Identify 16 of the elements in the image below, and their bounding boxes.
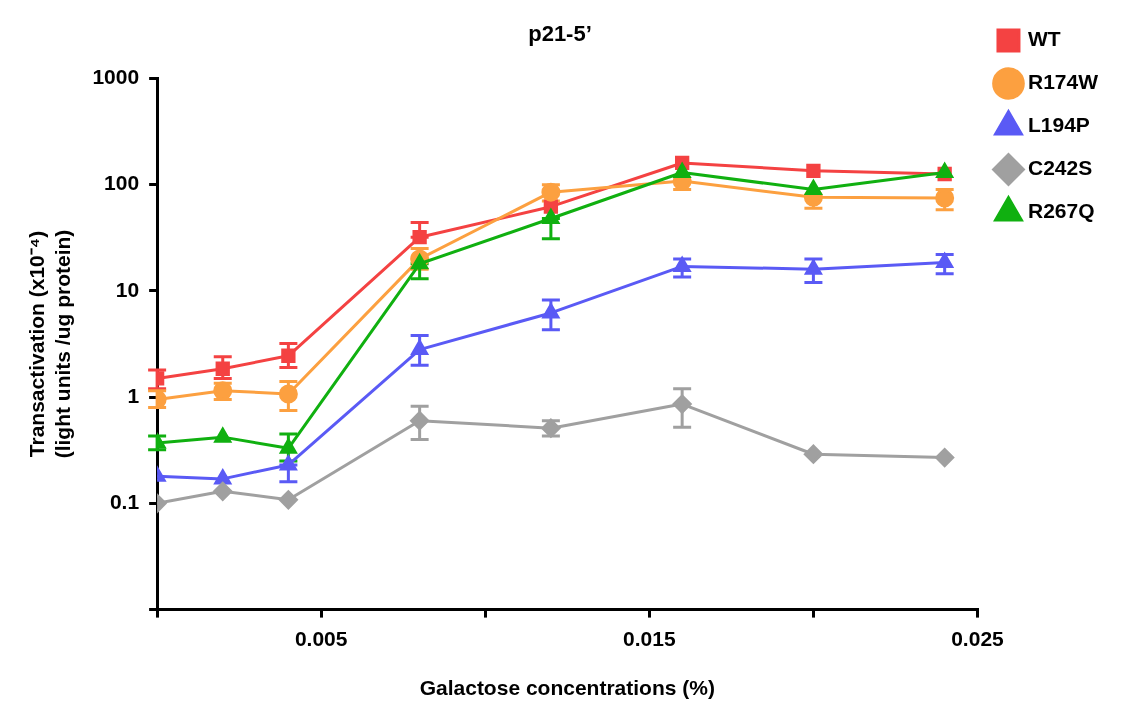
y-tick-label: 1 xyxy=(127,383,140,407)
y-tick-label: 0.1 xyxy=(109,490,140,514)
legend-label: R267Q xyxy=(1027,199,1095,223)
legend-label: C242S xyxy=(1027,156,1093,180)
y-tick-label: 1000 xyxy=(92,65,140,89)
x-tick-label: 0.015 xyxy=(623,627,676,650)
legend-label: L194P xyxy=(1027,113,1090,137)
legend-label: R174W xyxy=(1027,70,1099,94)
y-tick-label: 100 xyxy=(104,171,140,195)
x-tick-label: 0.025 xyxy=(951,627,1005,650)
y-tick-label: 10 xyxy=(115,277,140,301)
y-axis-title: Transactivation (x10⁻⁴) (light units /ug protein) xyxy=(25,229,74,459)
x-axis-title: Galactose concentrations (%) xyxy=(419,676,715,700)
chart-title: p21-5’ xyxy=(528,21,592,47)
legend-label: WT xyxy=(1027,27,1061,51)
x-tick-label: 0.005 xyxy=(294,627,348,650)
